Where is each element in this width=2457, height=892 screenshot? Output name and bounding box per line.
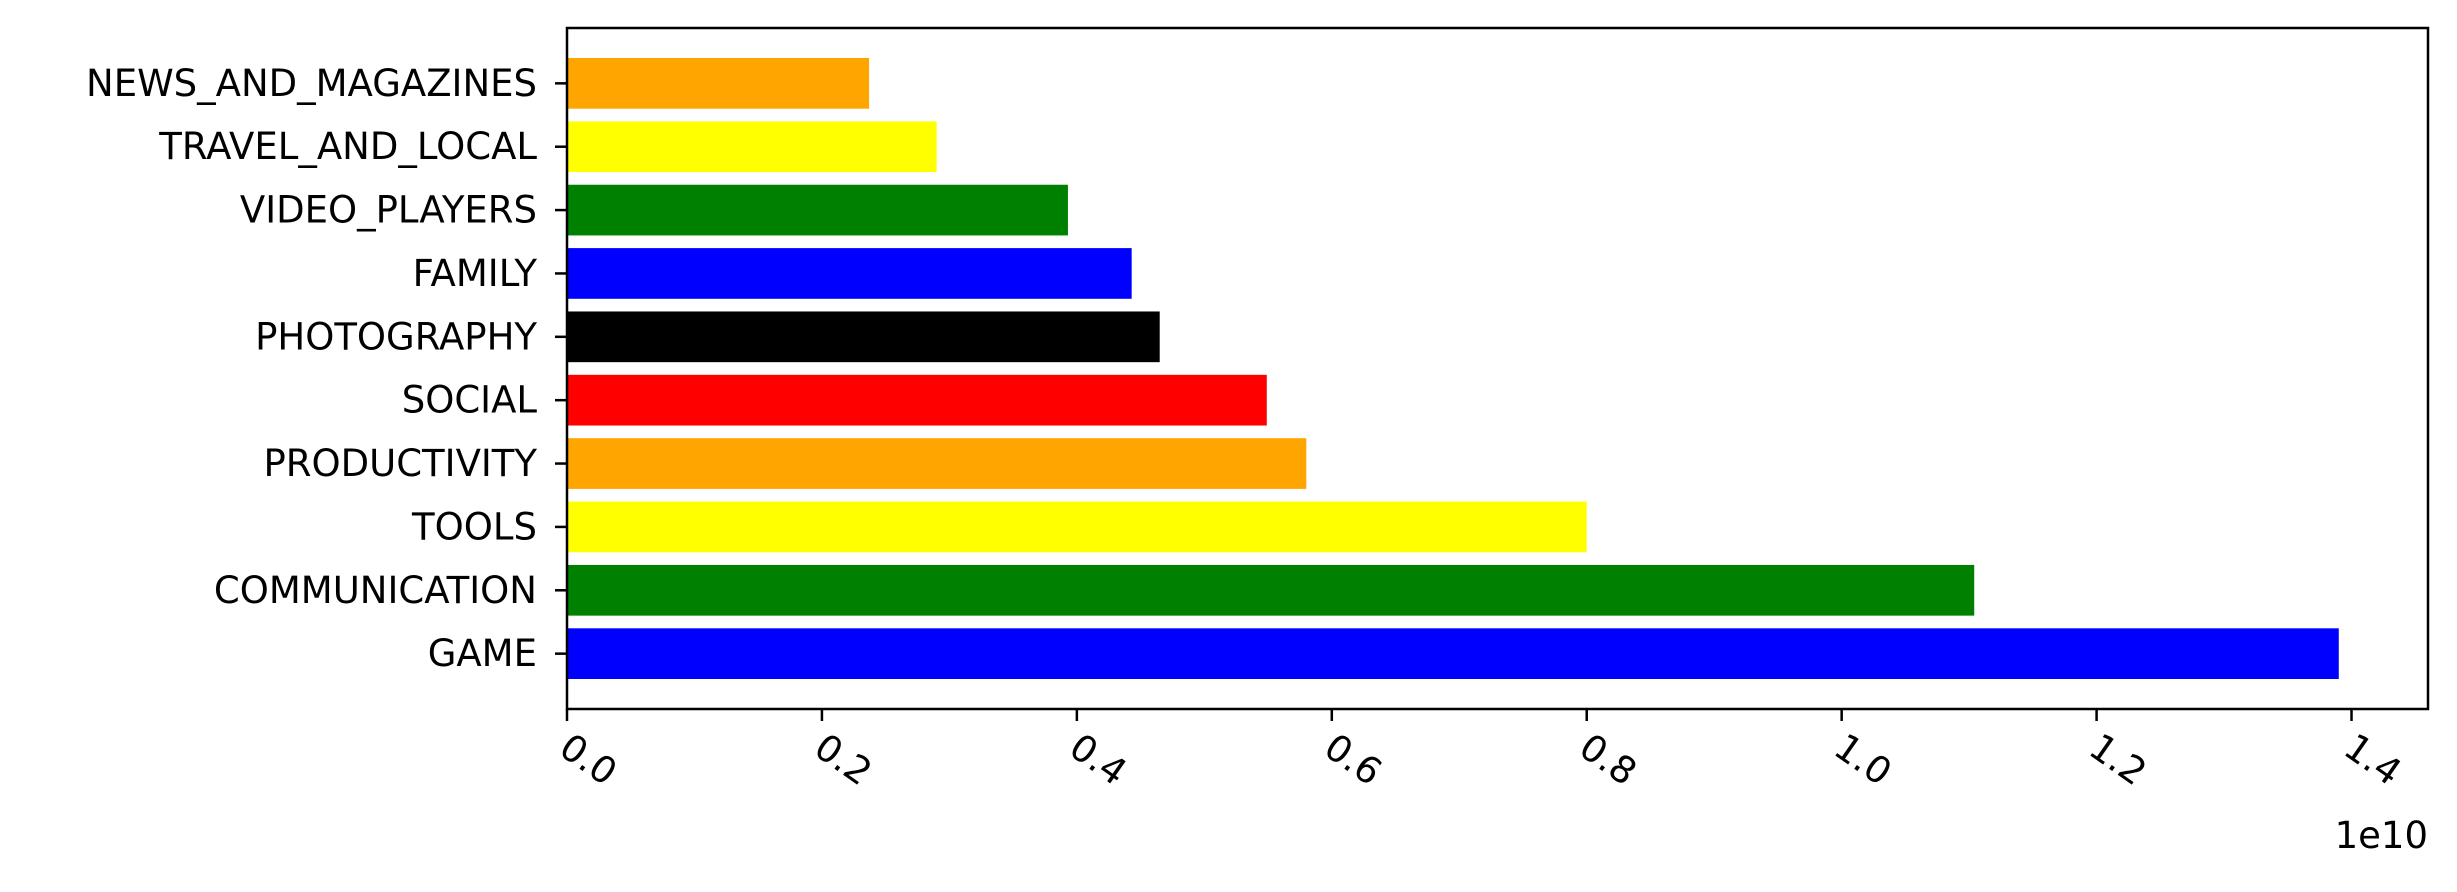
bar-family — [567, 248, 1132, 299]
bar-news-and-magazines — [567, 58, 870, 109]
x-tick-label: 0.8 — [1572, 725, 1645, 794]
bar-game — [567, 628, 2339, 679]
bar-photography — [567, 311, 1160, 363]
y-tick-label: COMMUNICATION — [214, 569, 537, 612]
y-tick-label: TOOLS — [411, 505, 537, 548]
bars-group — [567, 58, 2339, 679]
y-axis-ticks: GAME COMMUNICATION TOOLS PRODUCTIVITY SOCIAL… — [86, 62, 567, 675]
bar-productivity — [567, 438, 1307, 489]
bar-social — [567, 374, 1267, 426]
y-tick-label: PRODUCTIVITY — [264, 442, 538, 485]
y-tick-label: NEWS_AND_MAGAZINES — [86, 62, 537, 105]
x-tick-label: 1.4 — [2336, 725, 2409, 794]
bar-tools — [567, 501, 1587, 553]
y-tick-label: SOCIAL — [402, 379, 538, 422]
bar-communication — [567, 564, 1975, 616]
bar-video-players — [567, 184, 1068, 236]
plot-frame — [565, 26, 2430, 711]
y-tick-label: VIDEO_PLAYERS — [240, 189, 537, 232]
x-tick-label: 0.4 — [1062, 725, 1135, 794]
y-tick-label: GAME — [428, 632, 537, 675]
x-tick-label: 1.0 — [1826, 725, 1899, 794]
bar-travel-and-local — [567, 121, 937, 173]
y-tick-label: FAMILY — [413, 252, 538, 295]
y-tick-label: TRAVEL_AND_LOCAL — [158, 125, 537, 168]
y-tick-label: PHOTOGRAPHY — [255, 315, 537, 358]
x-tick-label: 0.2 — [807, 725, 880, 794]
x-tick-label: 1.2 — [2081, 725, 2154, 794]
x-axis-offset-label: 1e10 — [2335, 814, 2428, 857]
x-axis-ticks: 0.0 0.2 0.4 0.6 0.8 1.0 1.2 1.4 — [552, 709, 2409, 794]
x-tick-label: 0.0 — [552, 725, 625, 794]
x-tick-label: 0.6 — [1317, 725, 1390, 794]
